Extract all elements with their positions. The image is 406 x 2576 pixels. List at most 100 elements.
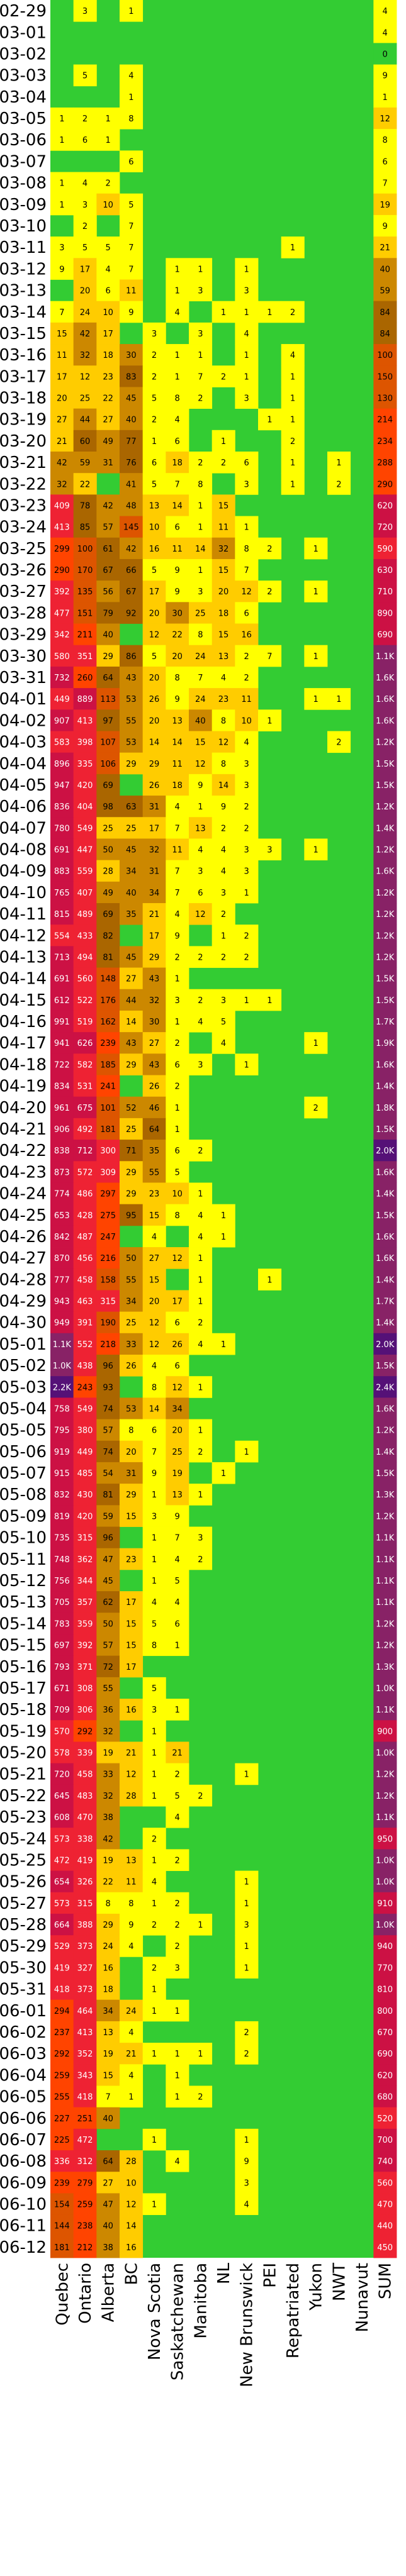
- row-tick-label: 06-02: [0, 2023, 47, 2042]
- cell-value-label: 14: [149, 738, 160, 748]
- cell-value-label: 722: [54, 1060, 70, 1070]
- cell-value-label: 440: [377, 2222, 393, 2231]
- row-tick-label: 03-05: [0, 109, 47, 128]
- heatmap-cell: [73, 2128, 97, 2151]
- cell-value-label: 578: [54, 1749, 70, 1758]
- heatmap-cell: [142, 2193, 166, 2216]
- heatmap-cell: [373, 1376, 397, 1398]
- row-tick-label: 04-17: [0, 1034, 47, 1053]
- heatmap-cell: [120, 365, 144, 387]
- cell-value-label: 4: [198, 1233, 203, 1242]
- row-tick-label: 04-16: [0, 1013, 47, 1031]
- heatmap-cell: [142, 1720, 166, 1742]
- cell-value-label: 11: [126, 1878, 137, 1887]
- heatmap-cell: [211, 796, 235, 818]
- cell-value-label: 7: [267, 652, 272, 662]
- heatmap-cell: [73, 1311, 97, 1334]
- cell-value-label: 21: [380, 243, 390, 253]
- row-tick-label: 05-12: [0, 1572, 47, 1591]
- cell-value-label: 43: [126, 1039, 137, 1048]
- heatmap-cell: [120, 2064, 144, 2086]
- heatmap-cell: [373, 1806, 397, 1828]
- heatmap-cell: [166, 580, 189, 602]
- cell-value-label: 64: [103, 674, 113, 683]
- cell-value-label: 713: [54, 953, 70, 962]
- heatmap-cell: [373, 1161, 397, 1183]
- heatmap-cell: [166, 1763, 189, 1785]
- cell-value-label: 14: [172, 738, 183, 748]
- cell-value-label: 910: [377, 1899, 393, 1909]
- cell-value-label: 842: [54, 1233, 70, 1242]
- cell-value-label: 1: [313, 695, 319, 704]
- heatmap-cell: [373, 989, 397, 1011]
- cell-value-label: 7: [175, 867, 180, 877]
- cell-value-label: 8: [175, 674, 180, 683]
- heatmap-cell: [189, 688, 213, 710]
- cell-value-label: 13: [218, 652, 229, 662]
- cell-value-label: 4: [128, 2071, 133, 2080]
- cell-value-label: 130: [377, 394, 393, 404]
- heatmap-cell: [142, 666, 166, 689]
- cell-value-label: 28: [103, 867, 113, 877]
- cell-value-label: 1.2K: [376, 846, 395, 855]
- heatmap-cell: [189, 881, 213, 904]
- cell-value-label: 1: [175, 351, 180, 360]
- cell-value-label: 352: [77, 2050, 93, 2059]
- cell-value-label: 32: [103, 1792, 113, 1801]
- heatmap-cell: [50, 537, 74, 560]
- row-tick-label: 05-23: [0, 1808, 47, 1827]
- heatmap-cell: [50, 1096, 74, 1119]
- heatmap-cell: [281, 473, 305, 495]
- cell-value-label: 1: [244, 1963, 249, 1973]
- heatmap-cell: [373, 1032, 397, 1054]
- heatmap-cell: [73, 1913, 97, 1936]
- heatmap-cell: [235, 2193, 259, 2216]
- heatmap-cell: [50, 602, 74, 624]
- heatmap-cell: [50, 1140, 74, 1162]
- heatmap-cell: [50, 752, 74, 775]
- cell-value-label: 239: [100, 1039, 116, 1048]
- heatmap-cell: [189, 2043, 213, 2065]
- heatmap-cell: [142, 1999, 166, 2022]
- heatmap-cell: [96, 365, 120, 387]
- cell-value-label: 5: [175, 1577, 180, 1586]
- heatmap-cell: [50, 989, 74, 1011]
- heatmap-cell: [142, 1677, 166, 1699]
- heatmap-cell: [235, 752, 259, 775]
- heatmap-cell: [211, 1032, 235, 1054]
- cell-value-label: 418: [54, 1985, 70, 1995]
- cell-value-label: 1: [313, 652, 319, 662]
- heatmap-cell: [50, 2236, 74, 2258]
- heatmap-cell: [50, 1032, 74, 1054]
- row-tick-label: 03-27: [0, 582, 47, 601]
- heatmap-cell: [73, 1290, 97, 1313]
- heatmap-cell: [50, 236, 74, 258]
- heatmap-cell: [327, 688, 351, 710]
- heatmap-cell: [50, 322, 74, 345]
- row-tick-label: 03-24: [0, 518, 47, 537]
- heatmap-cell: [73, 623, 97, 646]
- heatmap-cell: [73, 688, 97, 710]
- row-tick-label: 03-12: [0, 260, 47, 279]
- heatmap-cell: [142, 408, 166, 431]
- cell-value-label: 2: [244, 824, 249, 833]
- heatmap-cell: [120, 301, 144, 323]
- cell-value-label: 447: [77, 846, 93, 855]
- heatmap-cell: [50, 1247, 74, 1269]
- cell-value-label: 227: [54, 2114, 70, 2124]
- heatmap-cell: [189, 838, 213, 861]
- heatmap-cell: [166, 602, 189, 624]
- heatmap-cell: [96, 236, 120, 258]
- cell-value-label: 1: [267, 416, 272, 425]
- heatmap-cell: [235, 2043, 259, 2065]
- row-tick-label: 06-01: [0, 2002, 47, 2021]
- cell-value-label: 2: [313, 1104, 319, 1113]
- heatmap-cell: [50, 107, 74, 130]
- heatmap-cell: [189, 1010, 213, 1033]
- cell-value-label: 6: [175, 1619, 180, 1629]
- cell-value-label: 1: [175, 1125, 180, 1135]
- cell-value-label: 1.6K: [376, 1233, 395, 1242]
- heatmap-cell: [96, 1677, 120, 1699]
- heatmap-cell: [50, 1462, 74, 1484]
- heatmap-cell: [235, 580, 259, 602]
